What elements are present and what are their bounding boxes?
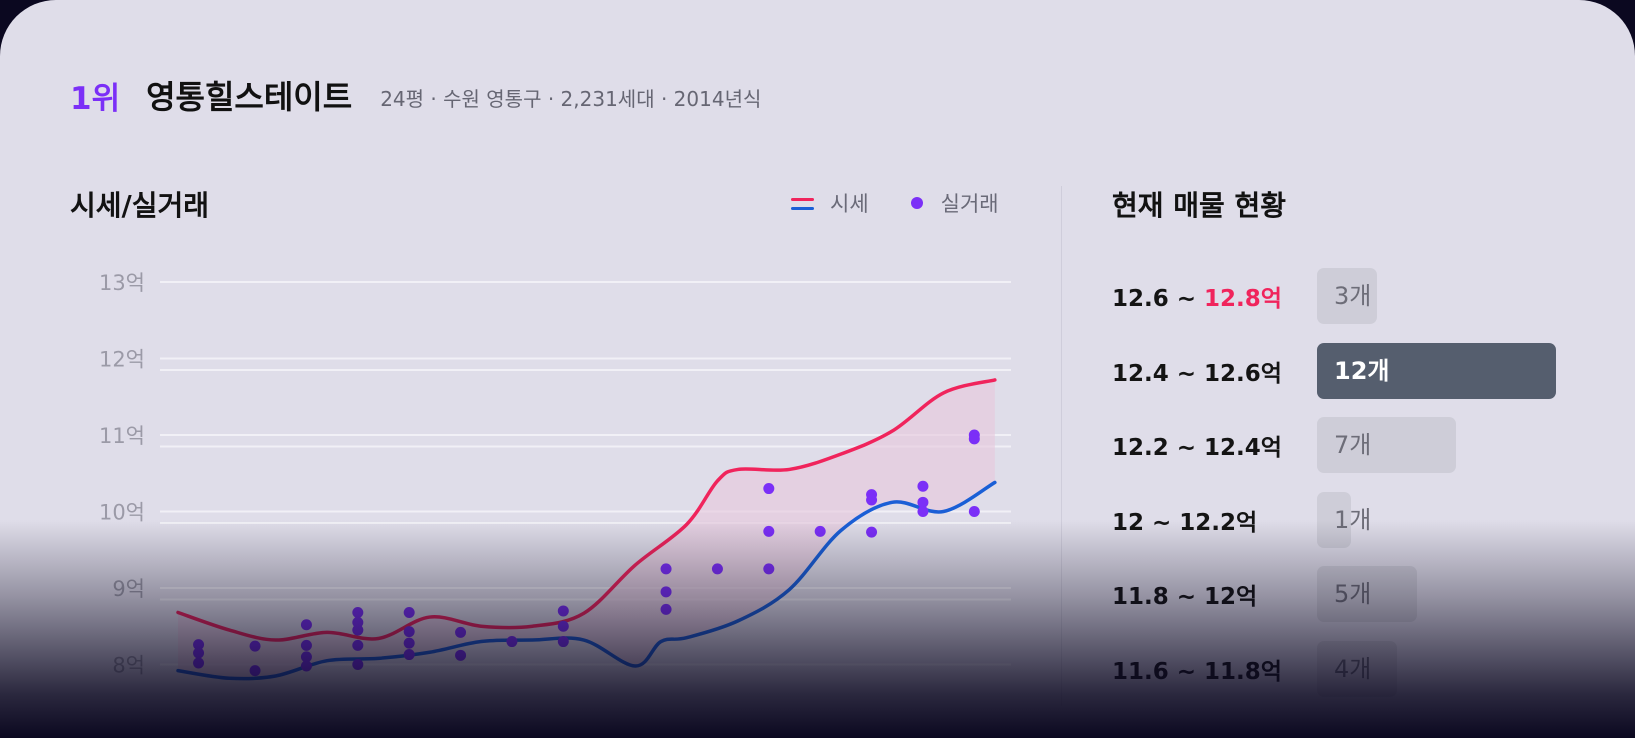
deal-point: [917, 480, 929, 492]
deal-point: [403, 649, 415, 661]
deal-point: [711, 563, 723, 575]
deal-point: [249, 640, 261, 652]
price-chart: 13억 12억 11억 10억 9억 8억: [99, 271, 1011, 681]
complex-header: 1위 영통힐스테이트 24평 · 수원 영통구 · 2,231세대 · 2014…: [70, 72, 761, 118]
listing-row[interactable]: 12.2 ~ 12.4억 7개: [1112, 417, 1567, 473]
y-tick-label: 8억: [112, 654, 145, 678]
listing-row[interactable]: 11.6 ~ 11.8억 4개: [1112, 640, 1567, 697]
deal-point: [193, 647, 205, 659]
listing-range-text: 12 ~ 12.2억: [1112, 509, 1258, 536]
listing-title: 현재 매물 현황: [1112, 189, 1287, 222]
rank-badge: 1위: [70, 80, 121, 117]
deal-point: [557, 620, 569, 632]
listing-bar-fill: [1317, 342, 1556, 399]
listing-price-range: 12.2 ~ 12.4억: [1112, 428, 1317, 462]
deal-point: [660, 603, 672, 615]
listing-count-label: 7개: [1334, 431, 1372, 459]
deal-point: [300, 660, 312, 672]
listing-count-label: 1개: [1334, 505, 1372, 534]
y-tick-label: 11억: [99, 424, 145, 448]
y-tick-label: 13억: [99, 271, 145, 295]
deal-point: [352, 624, 364, 636]
chart-title: 시세/실거래: [70, 189, 210, 222]
listing-count-bar[interactable]: 5개: [1317, 566, 1567, 622]
listing-count-bar[interactable]: 7개: [1317, 417, 1567, 473]
listing-price-range: 12.4 ~ 12.6억: [1112, 354, 1317, 388]
listing-count-bar[interactable]: 3개: [1317, 268, 1567, 324]
listing-bar-fill: [1317, 268, 1377, 324]
listing-count-bar[interactable]: 4개: [1317, 640, 1567, 697]
listing-row[interactable]: 11.8 ~ 12억 5개: [1112, 566, 1567, 622]
deal-point: [866, 494, 878, 506]
listing-range-text: 11.8 ~ 12억: [1112, 584, 1258, 610]
legend-deal-label: 실거래: [940, 192, 999, 216]
deal-point: [814, 525, 826, 537]
listing-row[interactable]: 12.4 ~ 12.6억 12개: [1112, 342, 1567, 399]
listing-price-range: 11.8 ~ 12억: [1112, 577, 1317, 611]
section-divider: [1061, 186, 1062, 706]
deal-point: [660, 563, 672, 575]
listing-count-label: 5개: [1334, 580, 1372, 608]
price-line-icon: [791, 195, 814, 212]
listing-count-label: 12개: [1334, 356, 1390, 385]
deal-point: [249, 665, 261, 677]
listing-price-range: 12 ~ 12.2억: [1112, 503, 1317, 537]
deal-point: [557, 636, 569, 648]
listing-range-text: 12.2 ~ 12.4억: [1112, 435, 1282, 461]
listing-range-text: 11.6 ~ 11.8억: [1112, 658, 1282, 685]
listing-count-label: 4개: [1334, 654, 1372, 683]
listing-count-label: 3개: [1334, 282, 1372, 310]
deal-point: [968, 506, 980, 517]
deal-point: [455, 626, 467, 638]
deal-point: [352, 606, 364, 618]
chart-legend: 시세 실거래: [791, 188, 999, 218]
deal-point: [300, 639, 312, 651]
listing-price-range: 11.6 ~ 11.8억: [1112, 652, 1317, 686]
deal-point: [403, 626, 415, 638]
deal-point: [917, 496, 929, 508]
deal-point: [763, 563, 775, 575]
listing-row[interactable]: 12 ~ 12.2억 1개: [1112, 491, 1567, 548]
deal-point: [455, 649, 467, 661]
deal-point: [352, 639, 364, 651]
listing-price-range: 12.6 ~ 12.8억: [1112, 279, 1317, 313]
listing-count-bar[interactable]: 12개: [1317, 342, 1567, 399]
deal-point: [193, 657, 205, 669]
deal-point: [557, 605, 569, 617]
legend-price-label: 시세: [830, 192, 869, 216]
deal-point: [506, 636, 518, 648]
listing-count-bar[interactable]: 1개: [1317, 491, 1567, 548]
complex-meta: 24평 · 수원 영통구 · 2,231세대 · 2014년식: [380, 86, 762, 111]
deal-dot-icon: [910, 197, 923, 209]
listing-range-text: 12.6 ~: [1112, 286, 1205, 312]
deal-point: [866, 526, 878, 538]
y-tick-label: 9억: [112, 577, 145, 601]
deal-point: [403, 637, 415, 649]
listing-range-high: 12.8억: [1204, 286, 1282, 312]
deal-point: [300, 619, 312, 631]
deal-point: [403, 606, 415, 618]
deal-point: [917, 506, 929, 517]
listing-bar-fill: [1317, 417, 1457, 473]
deal-point: [660, 586, 672, 598]
deal-point: [763, 525, 775, 537]
complex-name: 영통힐스테이트: [146, 78, 353, 116]
deal-point: [968, 433, 980, 445]
deal-point: [352, 659, 364, 670]
listing-range-text: 12.4 ~ 12.6억: [1112, 360, 1282, 387]
y-tick-label: 10억: [99, 501, 145, 525]
listing-row[interactable]: 12.6 ~ 12.8억 3개: [1112, 268, 1567, 324]
deal-point: [763, 483, 775, 495]
y-tick-label: 12억: [99, 348, 145, 372]
